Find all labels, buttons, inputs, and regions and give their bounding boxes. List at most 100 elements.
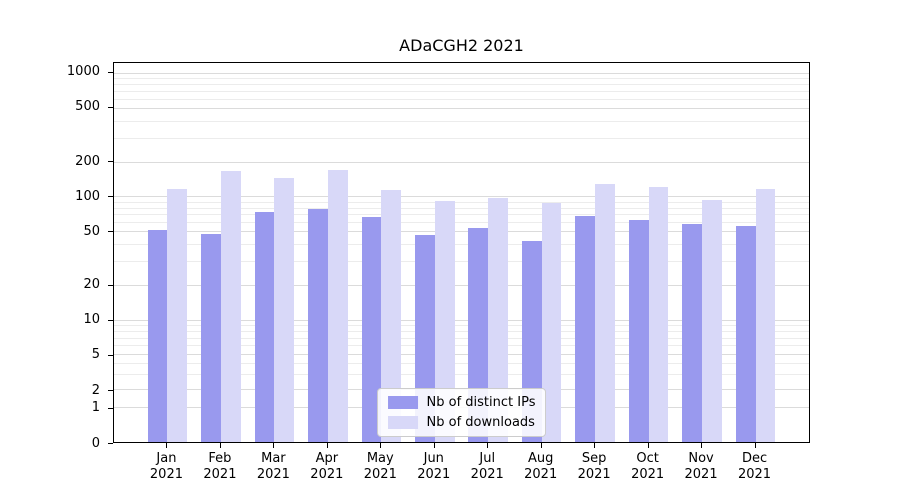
x-axis: Jan 2021 Feb 2021 Mar 2021 Apr 2021 May 2021 Jun 20… (113, 443, 810, 493)
bar-nb-of-distinct-ips-jan (147, 230, 168, 442)
bar-nb-of-downloads-jul (488, 197, 508, 442)
minor-gridline (114, 120, 809, 122)
y-tick-label: 1 (91, 400, 100, 416)
minor-gridline (114, 324, 809, 326)
bar-nb-of-downloads-sep (595, 183, 615, 442)
minor-gridline (114, 362, 809, 364)
x-tick-label: Jul 2021 (470, 451, 504, 482)
bar-nb-of-distinct-ips-apr (308, 208, 328, 442)
x-tick-mark (326, 443, 328, 448)
x-tick-label: Jun 2021 (417, 451, 451, 482)
x-tick-label: Dec 2021 (737, 451, 772, 482)
x-tick-mark (594, 443, 596, 448)
x-tick-mark (487, 443, 489, 448)
y-tick-mark (108, 319, 113, 321)
bar-nb-of-downloads-feb (220, 171, 241, 442)
x-tick-label: Sep 2021 (577, 451, 611, 482)
y-tick-label: 50 (83, 223, 100, 239)
x-tick-mark (647, 443, 649, 448)
y-tick-mark (108, 407, 113, 409)
x-tick-mark (380, 443, 382, 448)
y-tick-mark (108, 161, 113, 163)
minor-gridline (114, 373, 809, 375)
minor-gridline (114, 90, 809, 92)
y-tick-label: 20 (83, 277, 100, 293)
minor-gridline (114, 201, 809, 203)
minor-gridline (114, 137, 809, 139)
y-tick-mark (108, 354, 113, 356)
minor-gridline (114, 330, 809, 332)
major-gridline (114, 196, 809, 198)
x-tick-label: May 2021 (363, 451, 397, 482)
legend-item-downloads: Nb of downloads (387, 415, 536, 430)
minor-gridline (114, 222, 809, 224)
minor-gridline (114, 84, 809, 86)
x-tick-mark (540, 443, 542, 448)
x-tick-mark (273, 443, 275, 448)
legend: Nb of distinct IPs Nb of downloads (376, 388, 547, 437)
major-gridline (114, 284, 809, 286)
y-tick-label: 10 (83, 312, 100, 328)
bar-nb-of-downloads-jan (167, 188, 188, 442)
major-gridline (114, 107, 809, 109)
x-tick-label: Oct 2021 (631, 451, 665, 482)
x-tick-mark (701, 443, 703, 448)
y-tick-label: 5 (91, 347, 100, 363)
y-tick-mark (108, 231, 113, 233)
bar-nb-of-downloads-jun (434, 201, 455, 442)
legend-swatch-downloads (387, 416, 418, 429)
y-axis: 1000 500 200 100 50 20 10 5 2 1 0 (0, 62, 113, 451)
y-tick-mark (108, 284, 113, 286)
major-gridline (114, 72, 809, 74)
x-tick-mark (166, 443, 168, 448)
bar-nb-of-distinct-ips-oct (628, 220, 649, 442)
y-tick-label: 200 (75, 153, 100, 169)
x-tick-label: Feb 2021 (203, 451, 237, 482)
y-tick-label: 1000 (66, 64, 100, 80)
x-tick-label: Aug 2021 (524, 451, 558, 482)
bar-nb-of-downloads-apr (327, 169, 348, 442)
minor-gridline (114, 207, 809, 209)
bar-nb-of-distinct-ips-feb (201, 233, 221, 442)
y-tick-mark (108, 196, 113, 198)
chart-title: ADaCGH2 2021 (399, 36, 524, 55)
bar-nb-of-distinct-ips-dec (735, 226, 756, 442)
y-tick-label: 2 (91, 382, 100, 398)
y-tick-label: 500 (75, 99, 100, 115)
bar-nb-of-distinct-ips-sep (575, 215, 596, 442)
legend-label-downloads: Nb of downloads (426, 415, 535, 430)
minor-gridline (114, 244, 809, 246)
minor-gridline (114, 337, 809, 339)
bar-nb-of-downloads-aug (541, 202, 562, 442)
minor-gridline (114, 78, 809, 80)
y-tick-label: 100 (75, 188, 100, 204)
bar-nb-of-downloads-may (381, 190, 402, 442)
x-tick-mark (754, 443, 756, 448)
bar-nb-of-downloads-dec (755, 189, 776, 442)
major-gridline (114, 354, 809, 356)
plot-area: Nb of distinct IPs Nb of downloads (113, 62, 810, 443)
minor-gridline (114, 98, 809, 100)
legend-swatch-distinct-ips (387, 396, 418, 409)
major-gridline (114, 319, 809, 321)
legend-label-distinct-ips: Nb of distinct IPs (426, 395, 536, 410)
bar-nb-of-downloads-nov (702, 199, 722, 442)
y-tick-label: 0 (91, 435, 100, 451)
bar-nb-of-downloads-mar (274, 178, 295, 442)
x-tick-label: Apr 2021 (310, 451, 344, 482)
x-tick-mark (219, 443, 221, 448)
minor-gridline (114, 261, 809, 263)
major-gridline (114, 161, 809, 163)
x-tick-label: Nov 2021 (684, 451, 718, 482)
y-tick-mark (108, 443, 113, 444)
legend-item-distinct-ips: Nb of distinct IPs (387, 395, 536, 410)
x-tick-mark (433, 443, 435, 448)
y-tick-mark (108, 106, 113, 108)
y-tick-mark (108, 71, 113, 73)
minor-gridline (114, 345, 809, 347)
x-tick-label: Mar 2021 (256, 451, 290, 482)
x-tick-label: Jan 2021 (149, 451, 183, 482)
minor-gridline (114, 214, 809, 216)
bar-nb-of-distinct-ips-may (361, 217, 382, 442)
